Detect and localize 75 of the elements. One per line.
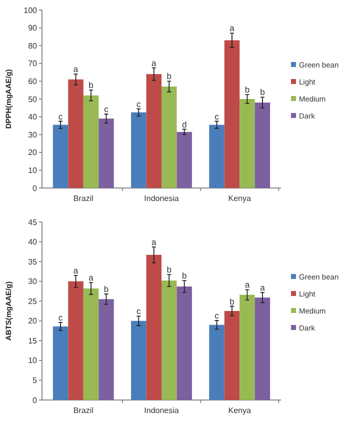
bar — [83, 95, 99, 188]
x-tick-label: Brazil — [73, 194, 94, 203]
annotation: a — [73, 64, 78, 74]
bar — [131, 112, 146, 188]
bar — [162, 86, 177, 188]
annotation: b — [166, 264, 172, 275]
annotation: b — [104, 284, 109, 294]
bar — [98, 118, 114, 188]
y-tick-label: 100 — [24, 6, 38, 15]
bar — [68, 79, 84, 188]
bar — [254, 298, 270, 400]
y-tick-label: 20 — [28, 316, 38, 326]
bar — [146, 254, 162, 400]
annotation: a — [152, 58, 157, 68]
annotation: a — [73, 265, 78, 276]
bar — [68, 281, 84, 400]
y-tick-label: 80 — [28, 41, 38, 50]
y-tick-label: 30 — [28, 277, 38, 286]
bar — [209, 324, 224, 400]
y-tick-label: 0 — [32, 396, 38, 405]
annotation: a — [152, 236, 157, 247]
annotation: b — [230, 296, 235, 306]
y-tick-label: 35 — [28, 257, 38, 266]
y-tick-label: 15 — [28, 336, 38, 346]
bar — [162, 280, 177, 400]
y-tick-label: 40 — [28, 112, 38, 122]
bar — [240, 294, 255, 400]
y-tick-label: 10 — [28, 166, 38, 175]
x-tick-label: Kenya — [228, 406, 252, 415]
bar — [224, 311, 240, 400]
y-tick-label: 40 — [28, 238, 38, 247]
bar — [176, 132, 192, 188]
annotation: a — [244, 280, 250, 290]
annotation: c — [214, 111, 220, 122]
y-tick-label: 50 — [28, 94, 38, 104]
x-tick-label: Indonesia — [144, 194, 180, 203]
y-tick-label: 25 — [28, 296, 38, 306]
annotation: d — [182, 119, 187, 130]
y-tick-label: 10 — [28, 356, 38, 366]
bar — [98, 299, 114, 400]
annotation: c — [58, 312, 64, 322]
bar — [52, 326, 68, 400]
y-tick-label: 30 — [28, 130, 38, 140]
bar — [146, 74, 162, 188]
annotation: c — [58, 111, 64, 122]
y-tick-label: 20 — [28, 148, 38, 158]
annotation: b — [166, 71, 172, 82]
bar — [52, 124, 68, 188]
bar — [224, 40, 240, 188]
y-tick-label: 5 — [32, 376, 38, 386]
annotation: a — [230, 23, 235, 34]
bar — [240, 99, 255, 188]
y-tick-label: 0 — [32, 184, 38, 193]
bar — [209, 124, 224, 188]
y-tick-label: 60 — [28, 77, 38, 86]
annotation: b — [88, 80, 94, 90]
bar — [83, 288, 99, 400]
bar — [254, 102, 270, 188]
annotation: b — [260, 87, 266, 98]
x-tick-label: Indonesia — [144, 406, 180, 415]
annotation: c — [214, 310, 220, 320]
x-tick-label: Kenya — [228, 194, 252, 203]
y-tick-label: 70 — [28, 59, 38, 68]
bar — [131, 320, 146, 400]
annotation: c — [104, 104, 110, 114]
x-tick-label: Brazil — [73, 406, 94, 415]
y-tick-label: 90 — [28, 24, 38, 33]
annotation: c — [136, 306, 142, 316]
annotation: c — [136, 98, 142, 109]
annotation: b — [182, 270, 187, 281]
y-tick-label: 45 — [28, 218, 38, 227]
annotation: a — [88, 272, 94, 283]
bar — [176, 286, 192, 400]
annotation: b — [244, 84, 250, 95]
annotation: a — [260, 282, 266, 292]
